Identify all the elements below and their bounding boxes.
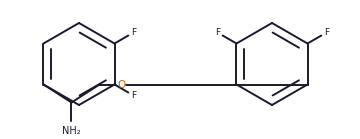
Text: NH₂: NH₂: [62, 126, 81, 136]
Text: O: O: [117, 80, 126, 90]
Text: F: F: [324, 28, 329, 37]
Text: F: F: [215, 28, 220, 37]
Text: F: F: [131, 28, 136, 37]
Text: F: F: [131, 91, 136, 100]
